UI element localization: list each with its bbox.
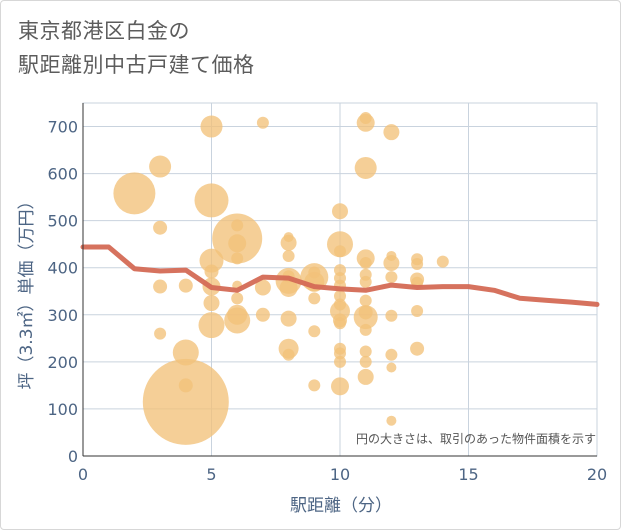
bubble-point [203,295,220,312]
bubble-point [283,232,294,243]
bubble-point [282,249,295,262]
bubble-point [359,345,372,358]
y-tick-label: 700 [47,118,78,137]
bubble-point [359,275,372,288]
chart-title-line-2: 駅距離別中古戸建て価格 [18,53,255,77]
chart-title: 東京都港区白金の 駅距離別中古戸建て価格 [18,14,255,82]
bubble-point [386,362,397,373]
bubble-point [383,124,400,141]
x-tick-label: 15 [458,465,478,484]
bubble-point [153,220,168,235]
bubble-point [334,355,346,368]
bubble-point [334,347,346,360]
y-tick-label: 400 [47,259,78,278]
average-price-line [80,244,600,307]
bubble-point [334,317,346,330]
bubble-point [359,294,372,307]
bubble-point [308,292,321,305]
x-tick-label: 5 [206,465,216,484]
bubble-point [149,155,172,178]
bubble-point [178,278,193,293]
bubble-point [358,305,373,320]
chart-title-line-1: 東京都港区白金の [18,19,190,43]
bubble-point [332,203,348,220]
bubble-point [385,271,398,284]
bubble-point [200,115,223,138]
bubble-point [386,250,397,261]
bubble-size-note: 円の大きさは、取引のあった物件面積を示す [356,431,596,446]
bubble-point [255,307,270,322]
bubble-point [231,292,244,305]
x-tick-label: 10 [330,465,350,484]
y-tick-label: 0 [68,447,78,466]
bubble-point [411,305,424,318]
bubble-point [410,341,425,356]
x-tick-label: 0 [78,465,88,484]
bubble-point [153,279,168,294]
bubble-point [282,348,295,361]
y-tick-label: 200 [47,353,78,372]
bubble-point [254,279,271,296]
bubble-point [359,257,372,270]
bubble-point [334,289,346,302]
bubble-point [334,245,346,258]
y-axis-title: 坪（3.3㎡）単価（万円） [17,192,37,389]
bubble-point [227,304,248,325]
bubble-point [113,172,156,215]
bubble-point [385,309,398,322]
y-tick-label: 100 [47,400,78,419]
y-tick-label: 600 [47,165,78,184]
bubble-point [231,252,244,265]
bubble-point [198,312,225,339]
bubble-point [354,156,377,179]
average-price-line-series [80,244,600,307]
axes: 0 100 200 300 400 500 600 700 0 5 10 15 20 [47,103,607,484]
bubble-point [231,219,244,232]
bubble-point [334,298,346,311]
bubble-point [331,377,349,396]
bubble-point [385,348,398,361]
bubble-point [308,379,321,392]
bubble-point [383,255,400,272]
bubble-point [178,378,193,393]
bubble-point [199,248,224,273]
y-tick-label: 300 [47,306,78,325]
bubble-point [228,234,247,253]
bubble-series [113,112,449,445]
bubble-point [386,415,397,426]
bubble-point [411,257,424,270]
bubble-point [359,355,372,368]
bubble-point [194,183,229,218]
x-axis-title: 駅距離（分） [290,496,392,516]
bubble-point [280,310,297,327]
y-tick-label: 500 [47,212,78,231]
bubble-point [142,358,229,445]
bubble-point [359,112,372,125]
bubble-point [436,255,449,268]
bubble-point [204,264,219,279]
bubble-point [308,266,321,279]
bubble-point [172,339,199,366]
bubble-point [359,323,372,336]
bubble-point [327,231,353,258]
bubble-point [154,327,167,340]
bubble-point [279,278,298,297]
x-tick-label: 20 [587,465,607,484]
bubble-point [357,368,374,385]
bubble-point [308,325,321,338]
bubble-point [256,116,269,129]
